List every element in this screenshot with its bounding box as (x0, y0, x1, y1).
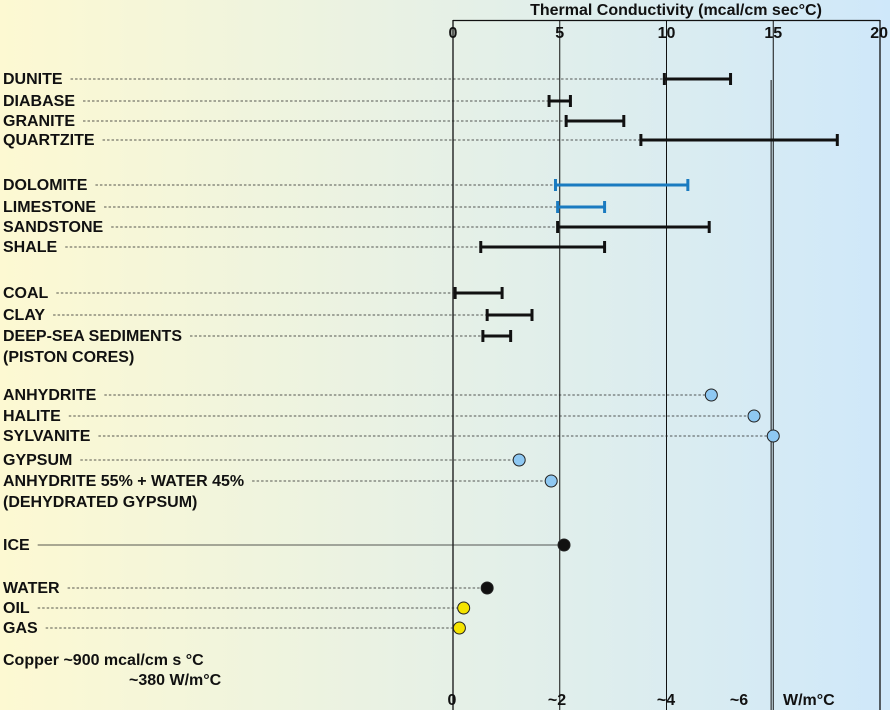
category-label-shale: SHALE (3, 239, 58, 256)
point-marker-anhydrite-55-water-45 (544, 474, 558, 488)
bottom-tick-label-2: ~2 (548, 692, 566, 709)
footnote-line-2: ~380 W/m°C (129, 672, 222, 689)
grid-layer (452, 19, 881, 710)
point-marker-oil (457, 601, 471, 615)
point-marker-anhydrite (704, 388, 718, 402)
point-marker-gypsum (512, 453, 526, 467)
category-label-dolomite: DOLOMITE (3, 177, 88, 194)
leader-lines-layer (37, 78, 774, 629)
top-tick-label-10: 10 (658, 25, 676, 42)
category-label-granite: GRANITE (3, 113, 75, 130)
category-label-coal: COAL (3, 285, 49, 302)
point-marker-halite (747, 409, 761, 423)
category-label-clay: CLAY (3, 307, 45, 324)
category-label-anhydrite-55-water-45-sub: (DEHYDRATED GYPSUM) (3, 494, 197, 511)
category-label-diabase: DIABASE (3, 93, 75, 110)
data-marks-layer (452, 73, 839, 635)
footnote-line-1: Copper ~900 mcal/cm s °C (3, 652, 204, 669)
category-label-dunite: DUNITE (3, 71, 63, 88)
top-tick-label-20: 20 (870, 25, 888, 42)
bottom-tick-label-0: 0 (448, 692, 457, 709)
chart-title: Thermal Conductivity (mcal/cm sec°C) (530, 2, 822, 19)
top-tick-label-15: 15 (764, 25, 782, 42)
category-label-deep-sea-sediments-sub: (PISTON CORES) (3, 349, 134, 366)
point-marker-ice (557, 538, 571, 552)
category-label-anhydrite-55-water-45: ANHYDRITE 55% + WATER 45% (3, 473, 244, 490)
point-marker-water (480, 581, 494, 595)
top-tick-label-0: 0 (449, 25, 458, 42)
category-labels-layer: DUNITE DIABASE GRANITE QUARTZITE DOLOMITE LIM… (3, 71, 244, 637)
category-label-quartzite: QUARTZITE (3, 132, 95, 149)
top-tick-label-5: 5 (555, 25, 564, 42)
tick-labels-layer: 0 5 10 15 20 0 ~2 ~4 ~6 (448, 25, 889, 709)
category-label-halite: HALITE (3, 408, 61, 425)
category-label-oil: OIL (3, 600, 30, 617)
category-label-gypsum: GYPSUM (3, 452, 72, 469)
point-marker-sylvanite (766, 429, 780, 443)
bottom-tick-label-4: ~4 (657, 692, 675, 709)
category-label-sylvanite: SYLVANITE (3, 428, 91, 445)
bottom-axis-unit-label: W/m°C (783, 692, 835, 709)
category-label-gas: GAS (3, 620, 38, 637)
category-label-deep-sea-sediments: DEEP-SEA SEDIMENTS (3, 328, 182, 345)
category-label-sandstone: SANDSTONE (3, 219, 103, 236)
category-label-ice: ICE (3, 537, 30, 554)
category-label-limestone: LIMESTONE (3, 199, 96, 216)
category-label-water: WATER (3, 580, 60, 597)
category-label-anhydrite: ANHYDRITE (3, 387, 97, 404)
bottom-tick-label-6: ~6 (730, 692, 748, 709)
point-marker-gas (452, 621, 466, 635)
